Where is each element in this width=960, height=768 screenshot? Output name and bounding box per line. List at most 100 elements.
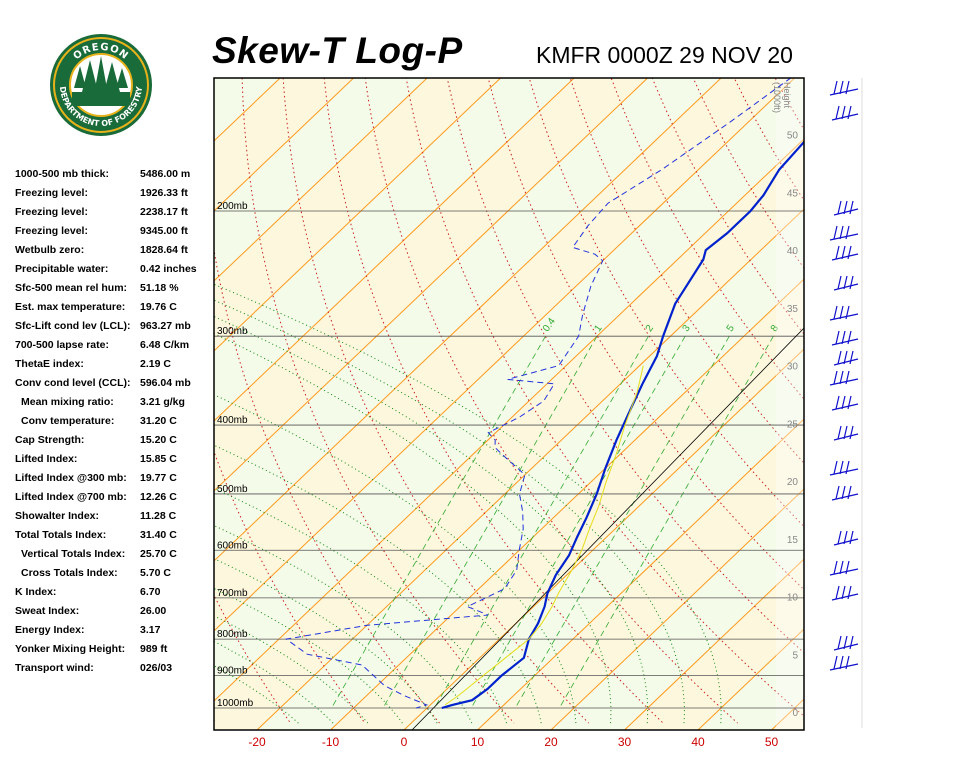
height-tick-label: 20 [787,477,799,488]
reference-line [411,327,804,730]
index-label: Precipitable water: [15,263,109,275]
pressure-label: 400mb [217,415,248,426]
isotherm-band [0,78,207,730]
height-tick-label: 5 [792,650,798,661]
wind-barb [831,105,859,121]
temperature-tick-label: 40 [691,735,705,749]
mixing-ratio-line [514,336,730,709]
isotherm-band [0,78,60,730]
mixing-ratio-line [434,336,649,709]
wind-barb [833,350,859,366]
height-tick-label: 10 [787,593,799,604]
wind-barb [833,425,859,441]
mixing-ratio-line [331,336,546,709]
series-line [444,365,644,706]
wind-barb [833,635,859,651]
index-label: Conv cond level (CCL): [15,377,131,389]
index-value: 25.70 C [140,548,177,560]
mixing-ratio-label: 8 [769,323,781,334]
height-axis-subtitle: (1000ft) [772,82,782,113]
mixing-ratio-label: 5 [725,323,737,334]
isotherm-band [771,699,804,730]
index-value: 26.00 [140,605,167,617]
index-label: Conv temperature: [21,415,115,427]
temperature-tick-label: 30 [618,735,632,749]
pressure-label: 500mb [217,484,248,495]
isotherm [214,78,795,632]
dry-adiabat [214,450,366,724]
index-label: Showalter Index: [15,510,100,522]
index-label: ThetaE index: [15,358,84,370]
wind-barb [829,560,859,576]
index-label: Transport wind: [15,662,94,674]
isotherm [0,78,133,730]
index-value: 0.42 inches [140,263,197,275]
wind-barb [829,305,859,321]
plot-frame [213,77,805,731]
dry-adiabat [214,594,291,724]
isotherm [330,278,804,730]
dry-adiabat [890,0,960,723]
index-value: 31.40 C [140,529,177,541]
wind-barb [829,460,859,476]
index-label: Wetbulb zero: [15,244,85,256]
wind-barb [831,395,859,411]
isotherm [214,78,648,492]
index-label: Total Totals Index: [15,529,107,541]
index-value: 2238.17 ft [140,206,188,218]
isotherm [214,78,501,352]
dry-adiabat [214,719,217,724]
dry-adiabat [852,0,960,723]
series-line [285,78,792,709]
isotherm-band [214,139,804,730]
page-title: Skew-T Log-P [212,30,463,71]
index-value: 596.04 mb [140,377,191,389]
height-tick-label: 0 [792,708,798,719]
dry-adiabat [241,78,515,724]
wind-barb [829,225,859,241]
series-line [441,140,804,710]
dry-adiabat [814,0,960,723]
pressure-label: 800mb [217,629,248,640]
dry-adiabat [610,78,804,400]
mixing-ratio-line [559,336,774,709]
isotherm [214,78,575,422]
height-tick-label: 50 [787,131,799,142]
temperature-tick-label: 20 [544,735,558,749]
index-value: 2.19 C [140,358,171,370]
temperature-tick-label: 50 [765,735,779,749]
index-value: 9345.00 ft [140,225,188,237]
isotherm [477,418,804,730]
mixing-ratio-label: 1 [592,323,604,334]
dry-adiabat [214,246,440,724]
temperature-tick-label: 0 [401,735,408,749]
index-label: Sweat Index: [15,605,80,617]
mixing-ratio-label: 2 [644,323,656,334]
pressure-label: 900mb [217,665,248,676]
index-value: 026/03 [140,662,173,674]
dry-adiabat [928,0,960,723]
index-value: 5.70 C [140,567,171,579]
index-value: 11.28 C [140,510,177,522]
isotherm [0,78,207,730]
index-value: 989 ft [140,643,168,655]
wind-barb [833,530,859,546]
isotherm [0,78,60,730]
temperature-tick-label: -20 [248,735,266,749]
index-value: 963.27 mb [140,320,191,332]
isotherm [214,78,428,282]
index-label: Lifted Index @300 mb: [15,472,127,484]
dry-adiabat [651,78,804,335]
index-value: 1926.33 ft [140,187,188,199]
pressure-label: 700mb [217,588,248,599]
isotherm [550,488,804,730]
wind-barb [829,80,859,96]
height-tick-label: 45 [787,188,799,199]
index-value: 15.85 C [140,453,177,465]
index-label: Lifted Index: [15,453,78,465]
height-tick-label: 15 [787,535,799,546]
temperature-tick-label: 10 [471,735,485,749]
index-value: 12.26 C [140,491,177,503]
mixing-ratio-label: 3 [681,323,693,334]
